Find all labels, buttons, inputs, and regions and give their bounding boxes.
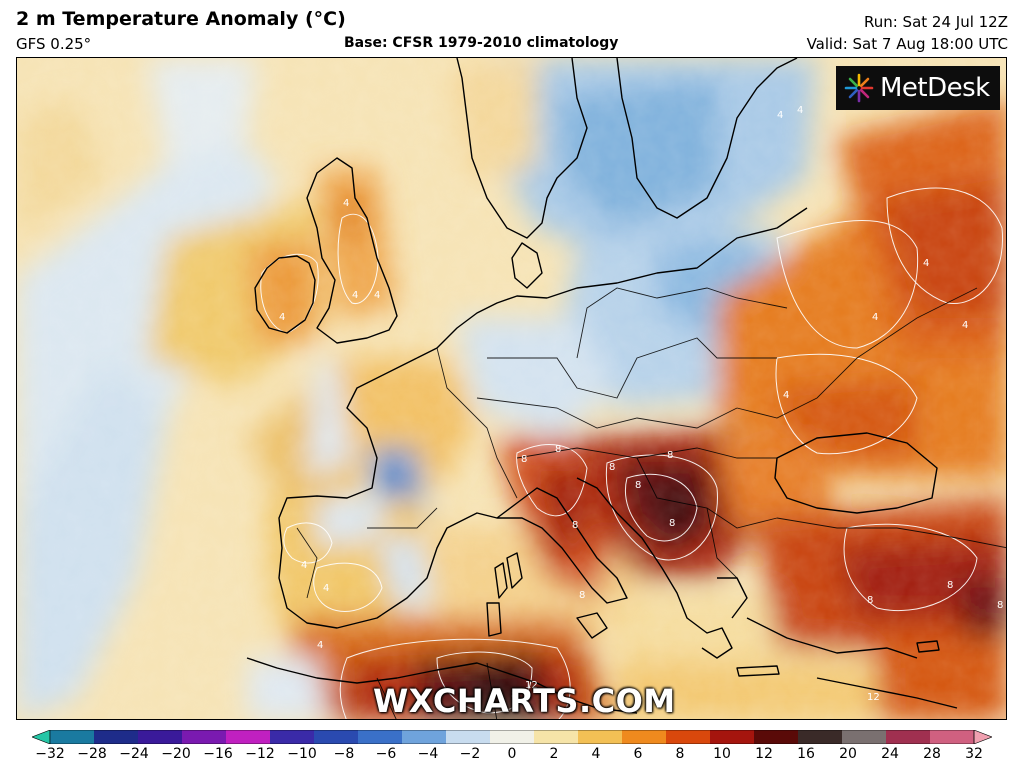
- colorbar-tick-label: −8: [333, 746, 355, 762]
- anomaly-contours: [260, 187, 1004, 719]
- colorbar-tick-label: 8: [675, 746, 685, 762]
- colorbar-segment: [798, 730, 843, 744]
- colorbar-segment: [402, 730, 447, 744]
- colorbar-segment: [270, 730, 315, 744]
- contour-label: 12: [525, 680, 538, 691]
- colorbar-segment: [842, 730, 887, 744]
- contour-label: 4: [301, 560, 307, 571]
- contour-label: 8: [669, 518, 675, 529]
- metdesk-logo-text: MetDesk: [880, 73, 990, 103]
- valid-time-label: Valid: Sat 7 Aug 18:00 UTC: [806, 35, 1008, 53]
- contour-label: 4: [872, 312, 878, 323]
- colorbar-tick-label: −28: [77, 746, 107, 762]
- colorbar-tick-label: −6: [375, 746, 397, 762]
- colorbar-segment: [314, 730, 359, 744]
- contour-label: 4: [317, 640, 323, 651]
- contour-label: 4: [279, 312, 285, 323]
- colorbar-tick-label: −2: [459, 746, 481, 762]
- colorbar-segment: [578, 730, 623, 744]
- contour-label: 8: [579, 590, 585, 601]
- colorbar-ticks: −32 −28 −24 −20 −16 −12 −10 −8 −6 −4 −2 0 2 4 6 8 10 12 16…: [0, 746, 1024, 772]
- colorbar-tick-label: 10: [713, 746, 731, 762]
- contour-label: 8: [947, 580, 953, 591]
- colorbar-tick-label: −24: [119, 746, 149, 762]
- colorbar-segment: [358, 730, 403, 744]
- metdesk-logo: MetDesk: [836, 66, 1000, 110]
- contour-label-group: 4 4 4 4 4 4 4 4 4 4 4 4 4 8 8 8 8 8 8 8 …: [279, 105, 1003, 703]
- colorbar-segment: [710, 730, 755, 744]
- chart-title: 2 m Temperature Anomaly (°C): [16, 8, 346, 30]
- colorbar-max-arrow: [973, 730, 992, 744]
- colorbar-tick-label: 24: [881, 746, 899, 762]
- colorbar-tick-label: −20: [161, 746, 191, 762]
- colorbar-tick-label: −32: [35, 746, 65, 762]
- coastlines: [246, 58, 958, 714]
- contour-label: 8: [572, 520, 578, 531]
- contour-label: 4: [797, 105, 803, 116]
- contour-label: 8: [667, 450, 673, 461]
- colorbar-segment: [666, 730, 711, 744]
- contour-label: 4: [923, 258, 929, 269]
- contour-label: 4: [374, 290, 380, 301]
- starburst-icon: [844, 73, 874, 103]
- contour-label: 8: [635, 480, 641, 491]
- country-borders: [296, 287, 1006, 719]
- colorbar-segment: [94, 730, 139, 744]
- contour-label: 8: [511, 690, 517, 701]
- colorbar-tick-label: 2: [549, 746, 559, 762]
- colorbar-segment: [886, 730, 931, 744]
- colorbar-segment: [226, 730, 271, 744]
- contour-label: 4: [343, 198, 349, 209]
- colorbar-tick-label: 0: [507, 746, 517, 762]
- climatology-base-label: Base: CFSR 1979-2010 climatology: [344, 35, 619, 51]
- colorbar-tick-label: 6: [633, 746, 643, 762]
- colorbar-tick-label: −12: [245, 746, 275, 762]
- colorbar-tick-label: 32: [965, 746, 983, 762]
- contour-label: 8: [555, 444, 561, 455]
- colorbar-segment: [490, 730, 535, 744]
- contour-label: 8: [521, 454, 527, 465]
- colorbar-segment: [930, 730, 975, 744]
- colorbar-tick-label: 20: [839, 746, 857, 762]
- colorbar-tick-label: 16: [797, 746, 815, 762]
- wxcharts-watermark: WXCHARTS.COM: [373, 682, 676, 720]
- colorbar-tick-label: −10: [287, 746, 317, 762]
- colorbar-segment: [534, 730, 579, 744]
- contour-label: 8: [609, 462, 615, 473]
- contour-label: 4: [783, 390, 789, 401]
- colorbar-segment: [50, 730, 95, 744]
- contour-label: 4: [962, 320, 968, 331]
- colorbar-segment: [446, 730, 491, 744]
- temperature-anomaly-map[interactable]: 4 4 4 4 4 4 4 4 4 4 4 4 4 8 8 8 8 8 8 8 …: [16, 57, 1007, 720]
- contour-label: 8: [997, 600, 1003, 611]
- colorbar-segment: [182, 730, 227, 744]
- colorbar-tick-label: 12: [755, 746, 773, 762]
- colorbar-segment: [622, 730, 667, 744]
- colorbar-tick-label: 28: [923, 746, 941, 762]
- contour-label: 4: [323, 583, 329, 594]
- colorbar-tick-label: 4: [591, 746, 601, 762]
- colorbar-segment: [754, 730, 799, 744]
- colorbar-tick-label: −4: [417, 746, 439, 762]
- contour-label: 8: [867, 595, 873, 606]
- colorbar-min-arrow: [32, 730, 51, 744]
- map-canvas: 4 4 4 4 4 4 4 4 4 4 4 4 4 8 8 8 8 8 8 8 …: [17, 58, 1006, 719]
- colorbar-segment: [138, 730, 183, 744]
- run-time-label: Run: Sat 24 Jul 12Z: [863, 13, 1008, 31]
- colorbar: [32, 730, 992, 744]
- colorbar-tick-label: −16: [203, 746, 233, 762]
- contour-label: 4: [352, 290, 358, 301]
- contour-label: 4: [777, 110, 783, 121]
- model-label: GFS 0.25°: [16, 35, 92, 53]
- contour-label: 12: [867, 692, 880, 703]
